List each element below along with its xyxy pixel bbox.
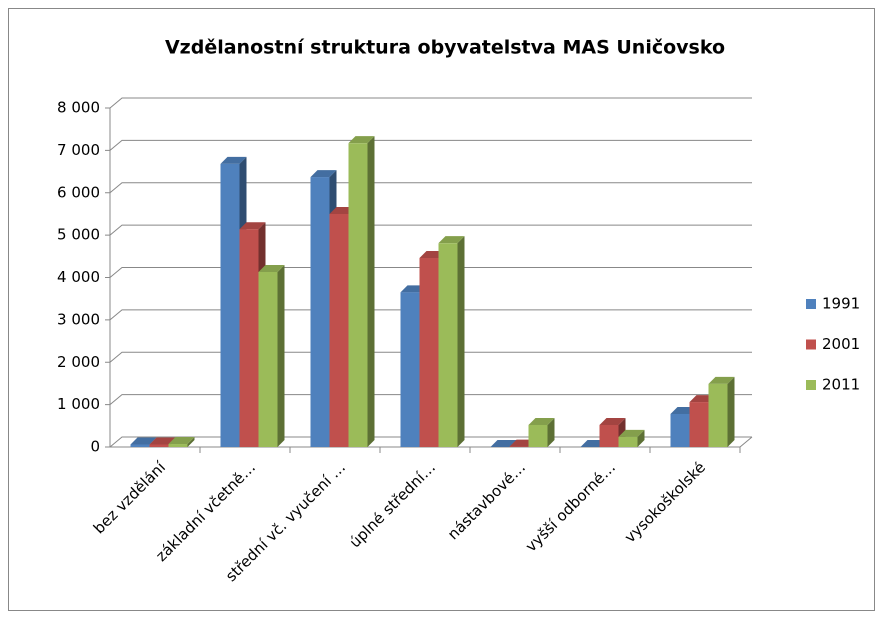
bar-top (258, 264, 285, 272)
y-tick-label: 3 000 (57, 310, 100, 328)
legend-label: 1991 (822, 295, 860, 313)
bar-front (310, 177, 330, 448)
bar-front (149, 444, 169, 447)
bar-side (637, 429, 645, 447)
bar-front (419, 258, 439, 447)
y-tick-label: 6 000 (57, 183, 100, 201)
chart-title: Vzdělanostní struktura obyvatelstva MAS … (165, 37, 725, 59)
bar-front (239, 229, 259, 447)
bar-top (149, 437, 176, 445)
bar-top (490, 440, 517, 447)
bar-top (599, 417, 626, 425)
y-tick-label: 7 000 (57, 141, 100, 159)
bar (490, 440, 517, 447)
bar (599, 417, 626, 447)
bar-top (220, 156, 247, 164)
bar-side (457, 236, 465, 447)
bar-front (599, 424, 619, 447)
bar-top (310, 170, 337, 178)
y-tick-label: 0 (90, 438, 100, 456)
legend-swatch (806, 299, 816, 309)
bar-top (239, 222, 266, 230)
bar-front (438, 243, 458, 447)
y-tick-label: 4 000 (57, 268, 100, 286)
bar (618, 429, 645, 447)
y-tick-label: 5 000 (57, 226, 100, 244)
bar (528, 417, 555, 447)
legend-label: 2001 (822, 335, 860, 353)
bar-front (689, 402, 709, 447)
bar-top (348, 136, 375, 144)
bar-side (727, 376, 735, 447)
bar-front (258, 271, 278, 447)
grid-line (109, 267, 752, 278)
bar (438, 236, 465, 447)
y-tick-label: 2 000 (57, 353, 100, 371)
bar-front (130, 444, 150, 447)
bar (168, 437, 195, 447)
grid-line (109, 351, 752, 363)
bar-side (367, 136, 375, 447)
bar-top (130, 437, 157, 445)
bar-front (168, 444, 188, 447)
bar-top (168, 437, 195, 445)
bar-front (708, 383, 728, 447)
bar-top (708, 376, 735, 384)
bar-front (220, 163, 240, 447)
bar-front (670, 413, 690, 447)
bar-front (618, 436, 638, 447)
y-tick-label: 8 000 (57, 99, 100, 117)
bar-front (329, 213, 349, 447)
bar-top (528, 417, 555, 425)
bar-side (277, 264, 285, 447)
bar (708, 376, 735, 447)
bar (258, 264, 285, 447)
bar-side (547, 417, 555, 447)
y-tick-label: 1 000 (57, 395, 100, 413)
bar-top (438, 236, 465, 244)
bar-front (528, 424, 548, 447)
legend-label: 2011 (822, 376, 860, 394)
grid-line (109, 139, 752, 151)
bar-side (187, 437, 195, 447)
grid-line (109, 309, 752, 321)
bar-top (618, 429, 645, 437)
bar-front (400, 292, 420, 447)
grid-line (109, 97, 752, 109)
grid-line (109, 394, 752, 406)
grid-line (109, 182, 752, 194)
grid-line (109, 224, 752, 236)
bar (348, 136, 375, 447)
bar-front (348, 143, 368, 447)
legend-swatch (806, 339, 816, 350)
legend-swatch (806, 380, 816, 390)
